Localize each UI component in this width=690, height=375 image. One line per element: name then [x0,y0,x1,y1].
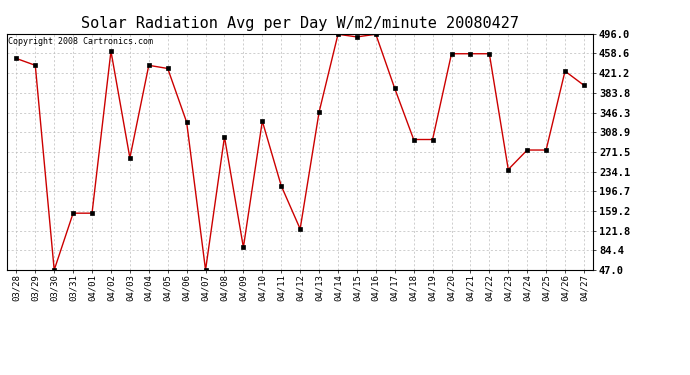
Title: Solar Radiation Avg per Day W/m2/minute 20080427: Solar Radiation Avg per Day W/m2/minute … [81,16,519,31]
Text: Copyright 2008 Cartronics.com: Copyright 2008 Cartronics.com [8,37,153,46]
